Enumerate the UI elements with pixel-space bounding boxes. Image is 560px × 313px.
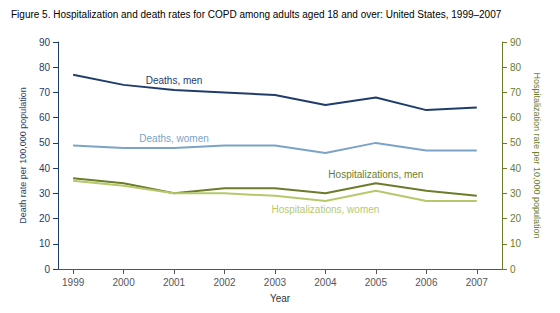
svg-text:2001: 2001	[163, 277, 186, 288]
svg-text:90: 90	[39, 37, 51, 48]
svg-text:10: 10	[39, 238, 51, 249]
svg-text:40: 40	[39, 163, 51, 174]
svg-text:40: 40	[510, 163, 522, 174]
svg-text:2005: 2005	[365, 277, 388, 288]
svg-text:Figure 5. Hospitalization and: Figure 5. Hospitalization and death rate…	[11, 9, 502, 20]
svg-text:Deaths, men: Deaths, men	[146, 75, 203, 86]
svg-text:50: 50	[39, 137, 51, 148]
svg-text:30: 30	[39, 188, 51, 199]
svg-text:70: 70	[39, 87, 51, 98]
svg-text:80: 80	[39, 62, 51, 73]
svg-text:0: 0	[510, 264, 516, 275]
svg-text:2000: 2000	[112, 277, 135, 288]
svg-text:2004: 2004	[314, 277, 337, 288]
svg-text:1999: 1999	[62, 277, 85, 288]
svg-text:50: 50	[510, 137, 522, 148]
svg-text:Year: Year	[270, 293, 291, 304]
svg-text:10: 10	[510, 238, 522, 249]
svg-text:20: 20	[510, 213, 522, 224]
svg-text:Death rate per 100,000 populat: Death rate per 100,000 population	[18, 87, 28, 224]
svg-text:Deaths, women: Deaths, women	[139, 133, 208, 144]
svg-text:2007: 2007	[466, 277, 489, 288]
svg-text:2003: 2003	[264, 277, 287, 288]
svg-text:60: 60	[39, 112, 51, 123]
svg-text:Hospitalizations, women: Hospitalizations, women	[271, 204, 379, 215]
svg-text:80: 80	[510, 62, 522, 73]
svg-text:2006: 2006	[415, 277, 438, 288]
svg-text:30: 30	[510, 188, 522, 199]
svg-text:0: 0	[44, 264, 50, 275]
svg-text:70: 70	[510, 87, 522, 98]
svg-text:Hospitalizations, men: Hospitalizations, men	[328, 169, 423, 180]
svg-text:60: 60	[510, 112, 522, 123]
svg-text:20: 20	[39, 213, 51, 224]
svg-text:90: 90	[510, 37, 522, 48]
svg-text:2002: 2002	[213, 277, 236, 288]
svg-text:Hospitalization rate per 10,00: Hospitalization rate per 10,000 populati…	[532, 72, 542, 238]
